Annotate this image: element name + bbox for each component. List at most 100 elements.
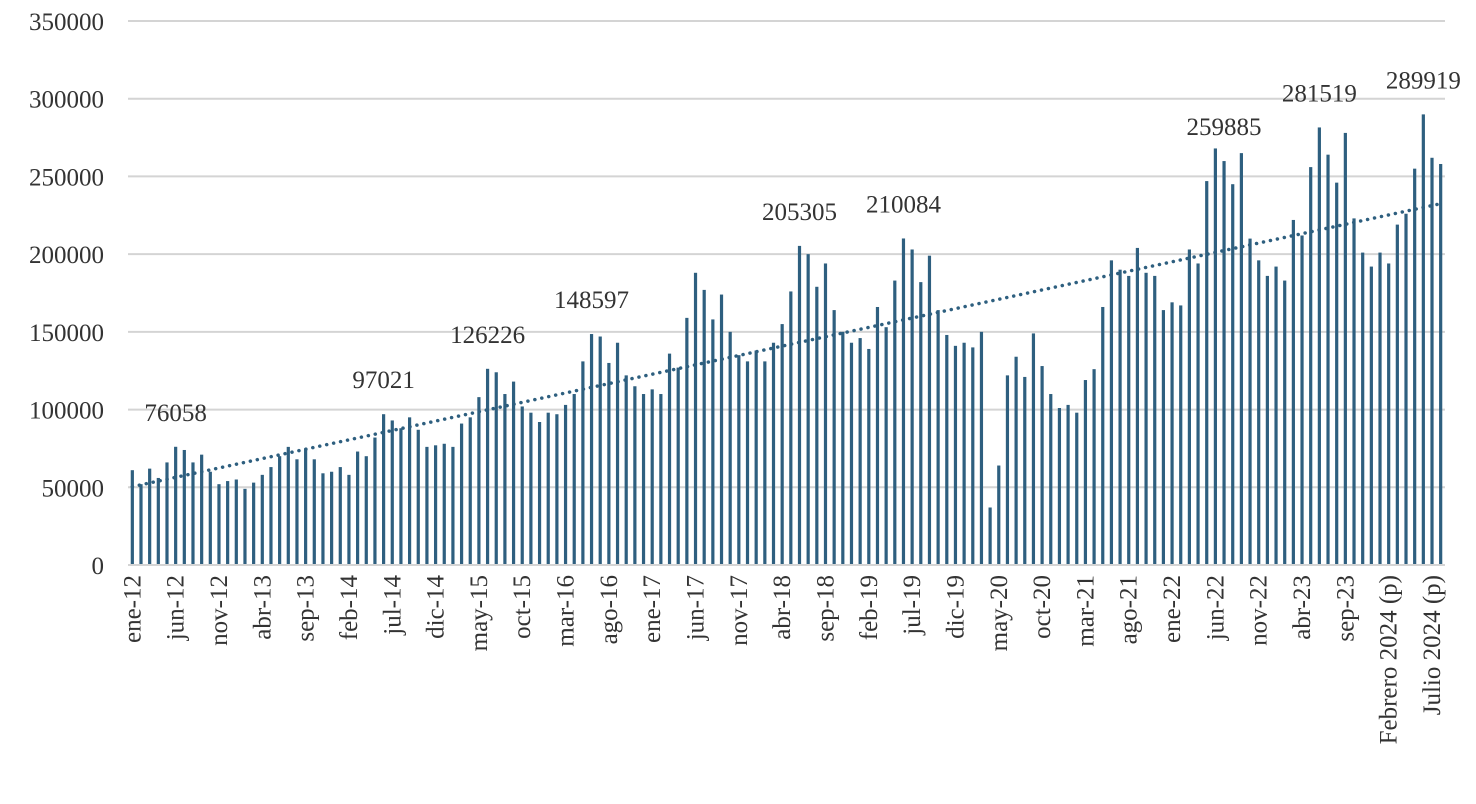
x-tick-label: mar-16: [553, 575, 580, 647]
bar: [1265, 275, 1269, 565]
bar: [278, 456, 282, 565]
bar: [511, 381, 516, 565]
bar: [1378, 252, 1382, 566]
bar: [260, 474, 264, 565]
x-tick-label: mar-21: [1072, 575, 1099, 647]
bar: [399, 428, 403, 565]
bar: [1005, 375, 1010, 565]
bar: [148, 468, 152, 565]
bar: [737, 355, 741, 565]
bar: [1049, 394, 1053, 565]
bar: [1300, 235, 1304, 565]
bar: [676, 367, 680, 565]
bar: [754, 350, 758, 565]
bar: [927, 255, 932, 565]
bar: [451, 446, 455, 565]
bar: [425, 446, 429, 565]
bar: [321, 473, 325, 565]
bar: [1430, 157, 1434, 565]
bar: [745, 361, 750, 565]
x-tick-label: abr-13: [249, 575, 276, 640]
data-label: 148597: [554, 287, 629, 314]
bar: [1127, 275, 1131, 565]
bar: [849, 342, 854, 565]
bar: [1421, 114, 1425, 565]
bar: [797, 245, 802, 565]
bar: [1066, 404, 1070, 565]
bar: [1369, 266, 1373, 565]
bar: [589, 334, 594, 565]
y-tick-label: 50000: [42, 475, 105, 502]
bar: [1205, 181, 1209, 565]
bar: [988, 507, 992, 565]
bar: [494, 372, 498, 565]
bar: [1343, 132, 1347, 565]
bar: [806, 254, 810, 565]
bar: [304, 448, 308, 565]
bar: [442, 443, 446, 565]
bar: [252, 482, 256, 565]
bar: [1317, 127, 1321, 566]
bar: [338, 467, 342, 565]
bar: [139, 484, 143, 565]
bar: [1335, 182, 1339, 565]
data-label: 281519: [1282, 80, 1357, 107]
bar: [546, 412, 550, 565]
bar: [1413, 168, 1417, 565]
bar: [200, 454, 204, 565]
x-tick-label: feb-19: [856, 575, 883, 640]
y-tick-label: 0: [92, 553, 105, 580]
bar: [1118, 269, 1122, 565]
bar: [1361, 252, 1365, 566]
bar: [1248, 238, 1252, 565]
x-tick-label: jun-22: [1202, 575, 1229, 641]
x-tick-label: Febrero 2024 (p): [1376, 575, 1403, 744]
bar: [174, 446, 178, 565]
x-tick-label: jun-17: [683, 575, 710, 641]
bar: [191, 462, 195, 565]
bar: [763, 361, 767, 565]
bar: [953, 345, 958, 565]
data-label: 205305: [762, 199, 837, 226]
x-tick-label: sep-18: [812, 575, 839, 642]
bar: [719, 294, 724, 565]
x-tick-label: ago-16: [596, 575, 623, 644]
bar: [711, 319, 715, 565]
bar: [659, 394, 663, 565]
x-tick-label: jul-19: [899, 575, 926, 636]
bar: [893, 280, 897, 565]
bar: [382, 414, 386, 565]
x-tick-label: oct-15: [509, 575, 536, 639]
bar: [1031, 333, 1036, 565]
bar: [789, 291, 793, 565]
y-tick-label: 250000: [29, 164, 104, 191]
bar: [650, 389, 654, 565]
bar: [823, 263, 828, 565]
bar: [867, 348, 871, 565]
x-tick-label: nov-12: [206, 575, 233, 646]
bar: [1274, 266, 1278, 565]
x-tick-label: sep-23: [1332, 575, 1359, 642]
bar: [269, 467, 273, 565]
x-tick-label: dic-19: [942, 575, 969, 639]
bar: [979, 331, 984, 565]
bar: [667, 353, 672, 565]
bar: [364, 456, 368, 565]
bar: [615, 342, 620, 565]
bar: [1404, 213, 1408, 565]
bar: [243, 488, 247, 565]
x-tick-label: feb-14: [336, 575, 363, 641]
bar: [416, 429, 420, 565]
bar: [997, 465, 1001, 565]
bar: [1083, 380, 1088, 565]
bar: [182, 449, 186, 565]
bar: [1239, 153, 1243, 565]
bar: [1057, 408, 1062, 565]
data-label: 97021: [352, 367, 415, 394]
bar: [1222, 161, 1226, 565]
bar: [390, 420, 394, 565]
x-tick-label: dic-14: [423, 575, 450, 639]
x-tick-label: Julio 2024 (p): [1419, 575, 1446, 715]
x-tick-label: jun-12: [163, 575, 190, 641]
